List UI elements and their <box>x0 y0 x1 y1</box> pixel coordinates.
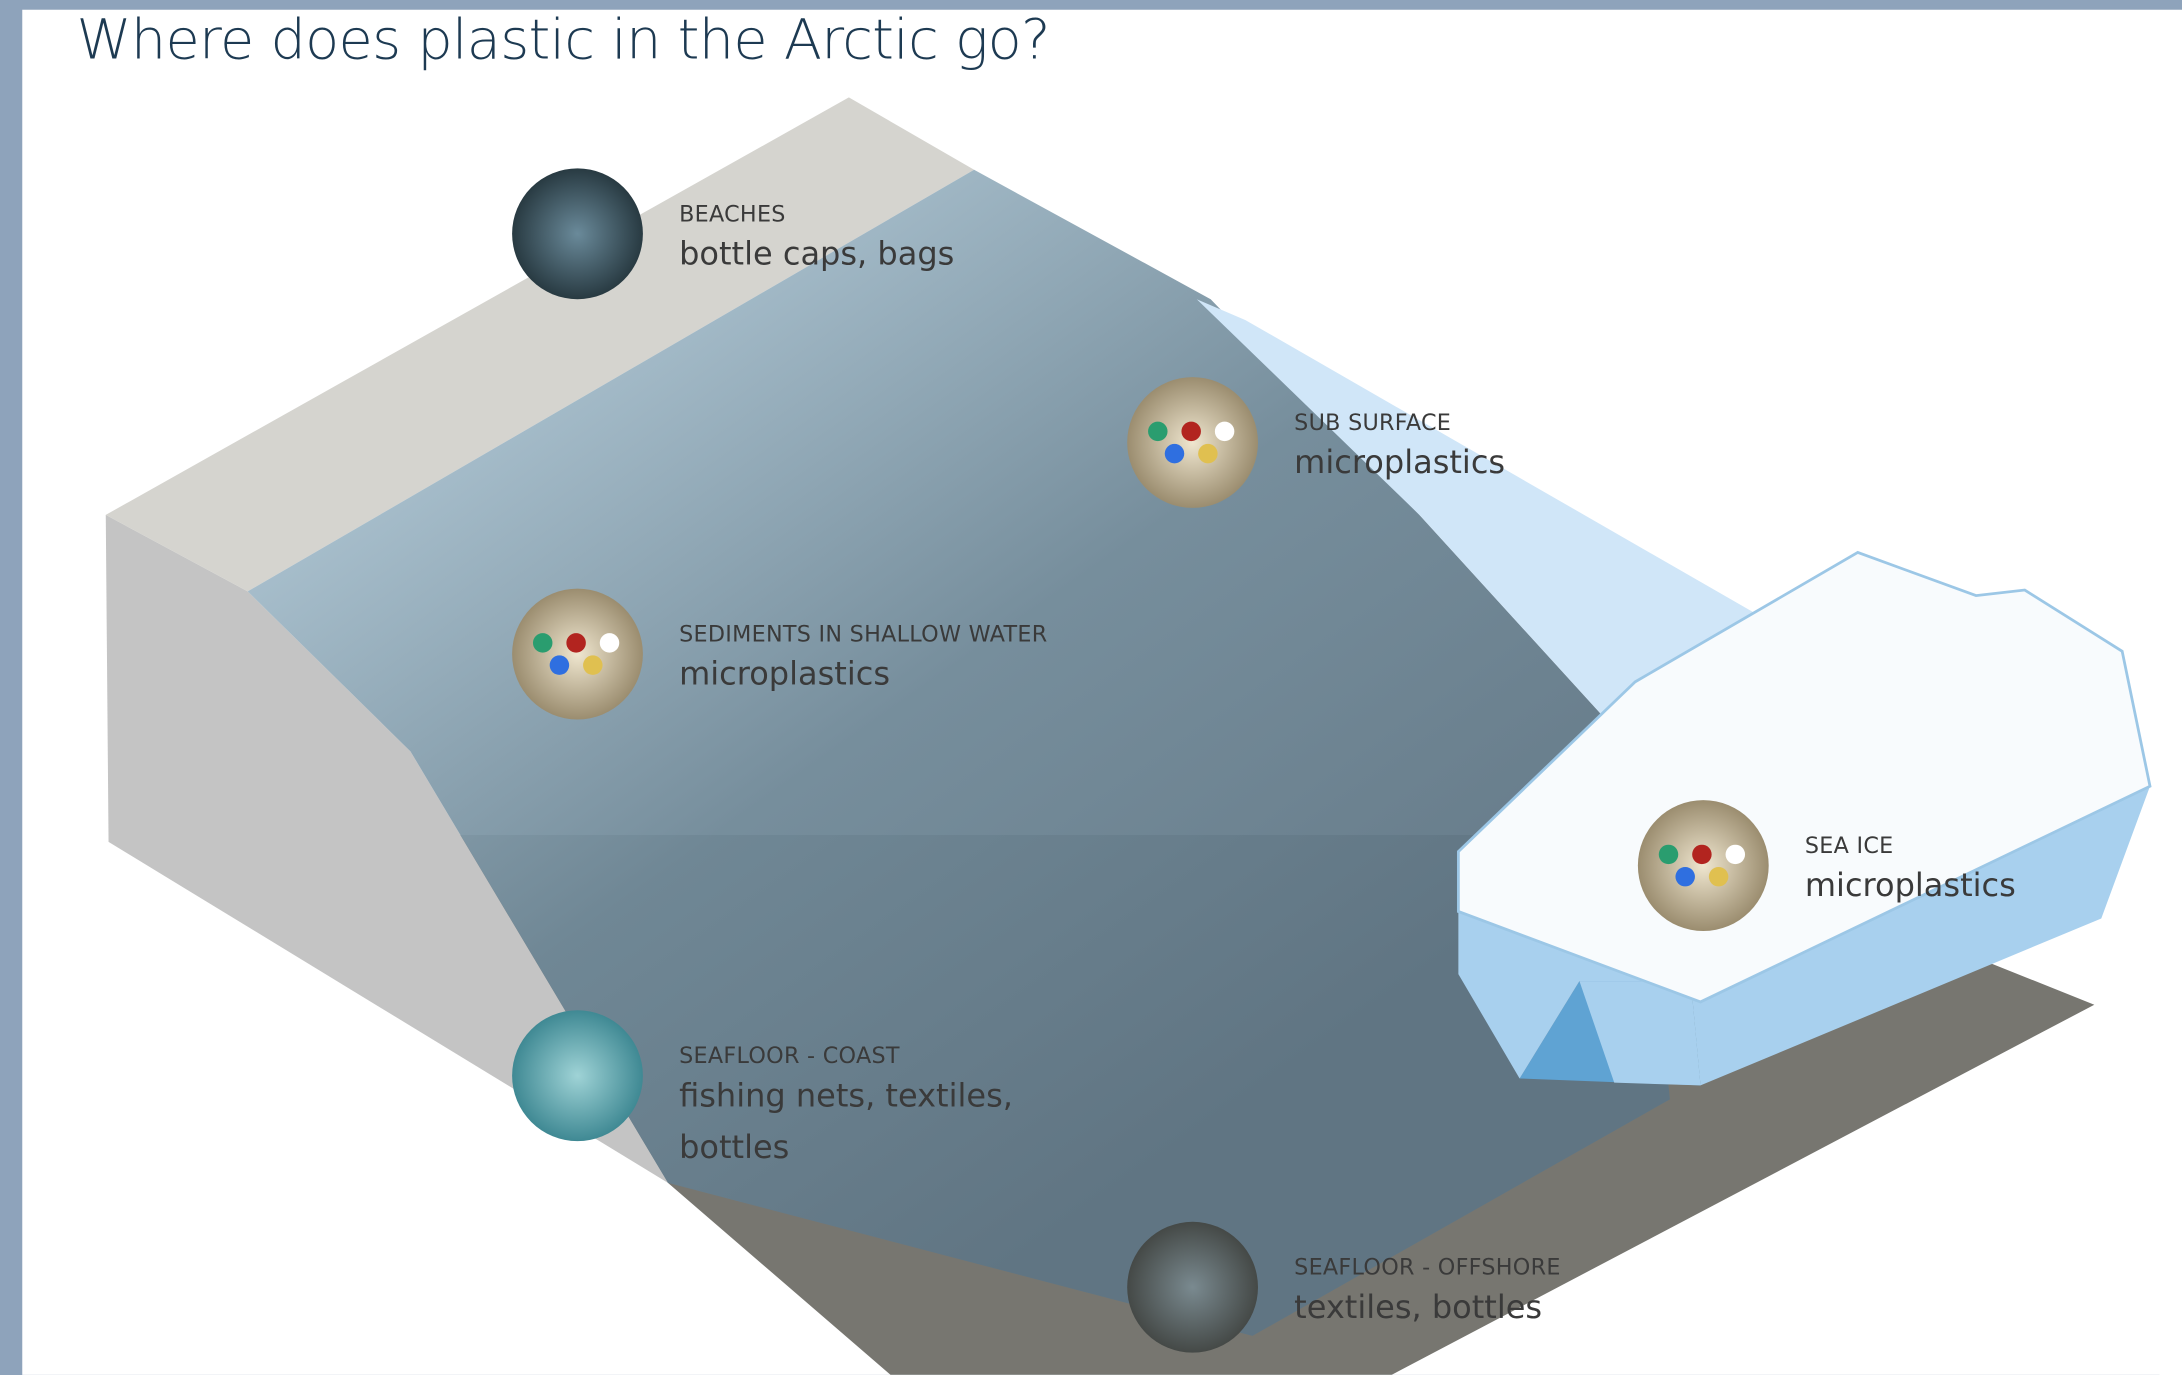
pellet <box>599 633 620 653</box>
location: BEACHES bottle caps, bags <box>679 200 1263 281</box>
ice-front <box>1579 981 1701 1086</box>
pellet <box>532 633 553 653</box>
location-label: SUB SURFACE <box>1294 409 1452 436</box>
pellet <box>1658 844 1679 865</box>
ice-side <box>1458 786 2150 1086</box>
photo <box>1637 800 1769 931</box>
pellet <box>566 633 586 653</box>
title: Where does plastic in the Arctic go? <box>76 8 1051 73</box>
pellet <box>1164 443 1185 464</box>
location: SEAFLOOR - OFFSHORE textiles, bottles <box>1294 1254 1878 1335</box>
ice-top <box>1456 550 2152 1004</box>
location-label: BEACHES <box>679 200 786 227</box>
location-items: bottle caps, bags <box>679 236 955 273</box>
pellet <box>1708 866 1729 887</box>
pellet <box>583 655 603 675</box>
location: SEAFLOOR - COAST fishing nets, textiles, … <box>679 1042 1027 1174</box>
location-items: fishing nets, textiles, bottles <box>679 1078 1013 1167</box>
photo <box>512 168 643 300</box>
location-items: microplastics <box>1294 445 1506 482</box>
beach <box>105 97 975 592</box>
location-items: microplastics <box>679 656 891 694</box>
pellet <box>1692 844 1712 865</box>
ice-shelf <box>1196 299 1754 752</box>
pellet <box>549 655 570 675</box>
icons <box>512 168 1769 1353</box>
location-label: SEAFLOOR - COAST <box>679 1042 900 1069</box>
photo <box>1127 377 1258 508</box>
pellet <box>1725 844 1746 865</box>
photo <box>512 588 643 720</box>
location-items: microplastics <box>1804 868 2016 905</box>
pellet <box>1148 421 1168 442</box>
location: SUB SURFACE microplastics <box>1294 409 1878 490</box>
pellet <box>1214 421 1235 442</box>
location-label: SEDIMENTS IN SHALLOW WATER <box>679 620 1048 648</box>
photo <box>512 1010 643 1142</box>
photo <box>1127 1221 1258 1353</box>
pellet <box>1198 443 1218 464</box>
location: SEA ICE microplastics <box>1805 832 2182 913</box>
location-label: SEA ICE <box>1804 832 1894 859</box>
pellet <box>1181 421 1201 442</box>
location-items: textiles, bottles <box>1294 1289 1543 1327</box>
coast-side <box>105 514 668 1183</box>
location: SEDIMENTS IN SHALLOW WATER microplastics <box>679 621 1263 702</box>
location-label: SEAFLOOR - OFFSHORE <box>1294 1253 1561 1281</box>
pellet <box>1675 866 1695 887</box>
